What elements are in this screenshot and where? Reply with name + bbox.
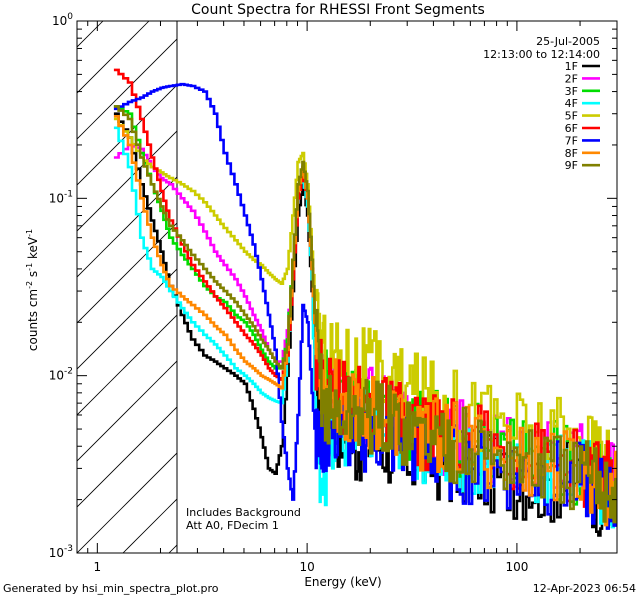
legend-label: 7F [565, 134, 578, 147]
legend-label: 3F [565, 85, 578, 98]
series-group [113, 68, 617, 537]
x-tick-label: 1 [94, 560, 102, 574]
legend-label: 6F [565, 122, 578, 135]
x-axis: 10 100 1 [76, 21, 618, 574]
chart-title: Count Spectra for RHESSI Front Segments [191, 2, 485, 18]
legend-label: 8F [565, 147, 578, 160]
generated-by-note: Generated by hsi_min_spectra_plot.pro [3, 582, 219, 595]
y-tick-label: 10-2 [49, 367, 73, 383]
series-line-9f [113, 105, 617, 524]
hatch-line [77, 38, 177, 140]
hatch-line [122, 498, 177, 553]
hatch-line [77, 268, 177, 370]
hatch-line [77, 406, 177, 508]
hatch-line [77, 84, 177, 186]
hatch-line [77, 222, 177, 324]
footer-timestamp: 12-Apr-2023 06:54 [532, 582, 636, 595]
plot-frame [76, 20, 618, 554]
annotation-attenuator: Att A0, FDecim 1 [186, 519, 279, 532]
annotation-background: Includes Background [186, 506, 301, 519]
hatch-line [77, 130, 177, 232]
y-tick-label: 10-1 [49, 189, 73, 205]
y-tick-label: 10-3 [49, 544, 73, 560]
y-axis-label: counts cm-2 s-1 keV-1 [25, 229, 40, 351]
x-axis-label: Energy (keV) [304, 575, 381, 589]
legend-label: 5F [565, 110, 578, 123]
y-tick-label: 100 [52, 12, 73, 28]
x-tick-label: 100 [505, 560, 528, 574]
legend-label: 4F [565, 97, 578, 110]
y-axis: 100 10-1 10-2 10-3 [49, 12, 617, 560]
legend-label: 9F [565, 159, 578, 172]
hatch-line [77, 21, 150, 94]
hatch-line [77, 21, 104, 48]
legend-label: 2F [565, 72, 578, 85]
date-label: 25-Jul-2005 [536, 35, 600, 48]
x-tick-label: 10 [299, 560, 314, 574]
hatch-line [77, 314, 177, 416]
legend-label: 1F [565, 60, 578, 73]
hatch-line [77, 452, 177, 553]
series-line-8f [113, 115, 617, 527]
excluded-energy-hatch [77, 21, 177, 553]
time-range-label: 12:13:00 to 12:14:00 [483, 48, 600, 61]
